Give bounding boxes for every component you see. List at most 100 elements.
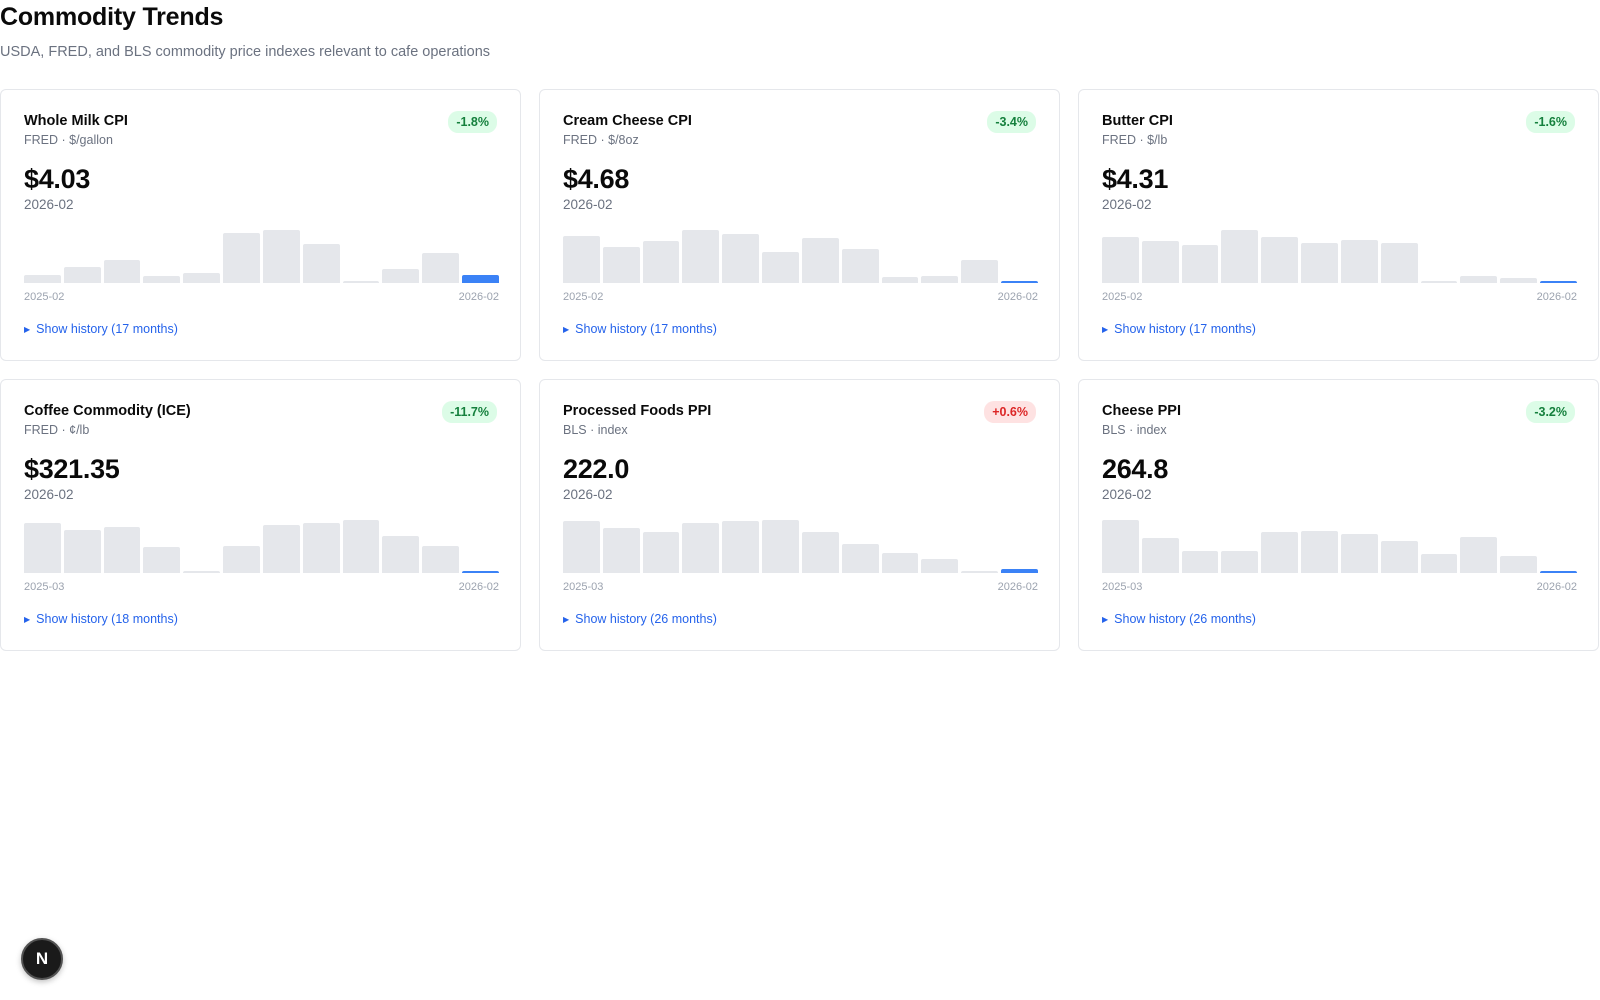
- sparkline-bar: [762, 252, 799, 283]
- sparkline-bar: [302, 244, 340, 283]
- sparkline-bar: [801, 532, 839, 573]
- sparkline-bar: [302, 523, 340, 573]
- axis-end-label: 2026-02: [1536, 581, 1577, 593]
- sparkline-bar: [24, 275, 61, 283]
- sparkline-bar: [1221, 230, 1259, 283]
- sparkline-bar: [921, 559, 959, 573]
- page-title: Commodity Trends: [0, 3, 224, 31]
- show-history-label: Show history (17 months): [1114, 322, 1256, 336]
- sparkline-bar: [801, 238, 839, 283]
- card-period: 2026-02: [24, 487, 74, 502]
- sparkline-chart: [563, 520, 1038, 573]
- card-source: FRED · $/lb: [1102, 133, 1168, 147]
- sparkline-bar: [422, 253, 460, 283]
- sparkline-bar: [223, 233, 260, 283]
- sparkline-bar: [642, 532, 680, 573]
- sparkline-axis: 2025-03 2026-02: [1102, 581, 1577, 593]
- card-header: Coffee Commodity (ICE) FRED · ¢/lb -11.7…: [24, 401, 497, 438]
- sparkline-bar: [841, 249, 879, 283]
- sparkline-bar: [103, 527, 141, 573]
- sparkline-bar: [342, 520, 380, 573]
- sparkline-bar: [642, 241, 680, 283]
- sparkline-axis: 2025-03 2026-02: [563, 581, 1038, 593]
- sparkline-chart: [24, 520, 499, 573]
- sparkline-bar: [1102, 237, 1139, 283]
- card-source: FRED · $/8oz: [563, 133, 639, 147]
- sparkline-axis: 2025-03 2026-02: [24, 581, 499, 593]
- card-value: $321.35: [24, 454, 120, 484]
- sparkline-chart: [1102, 520, 1577, 573]
- show-history-toggle[interactable]: ▶ Show history (17 months): [563, 322, 717, 336]
- triangle-right-icon: ▶: [563, 324, 570, 334]
- show-history-label: Show history (18 months): [36, 612, 178, 626]
- sparkline-bar: [63, 530, 101, 573]
- show-history-label: Show history (26 months): [575, 612, 717, 626]
- sparkline-bar: [422, 546, 460, 573]
- card-header: Butter CPI FRED · $/lb -1.6%: [1102, 111, 1575, 148]
- card-header: Processed Foods PPI BLS · index +0.6%: [563, 401, 1036, 438]
- sparkline-bar: [1340, 534, 1378, 573]
- show-history-toggle[interactable]: ▶ Show history (17 months): [1102, 322, 1256, 336]
- change-badge: -3.4%: [987, 111, 1036, 133]
- card-title: Cheese PPI: [1102, 403, 1181, 419]
- card-period: 2026-02: [1102, 197, 1152, 212]
- sparkline-bar: [223, 546, 260, 573]
- sparkline-bar: [1420, 554, 1458, 573]
- sparkline-chart: [24, 230, 499, 283]
- sparkline-bar: [563, 236, 600, 283]
- sparkline-axis: 2025-02 2026-02: [1102, 291, 1577, 303]
- sparkline-chart: [1102, 230, 1577, 283]
- card-title: Coffee Commodity (ICE): [24, 403, 191, 419]
- card-source: FRED · $/gallon: [24, 133, 113, 147]
- show-history-toggle[interactable]: ▶ Show history (26 months): [563, 612, 717, 626]
- change-badge: -11.7%: [442, 401, 497, 423]
- axis-end-label: 2026-02: [997, 581, 1038, 593]
- triangle-right-icon: ▶: [1102, 614, 1109, 624]
- commodity-card: Butter CPI FRED · $/lb -1.6% $4.31 2026-…: [1078, 89, 1599, 361]
- card-value: $4.31: [1102, 164, 1169, 194]
- show-history-label: Show history (26 months): [1114, 612, 1256, 626]
- sparkline-bar: [183, 273, 221, 283]
- card-title: Cream Cheese CPI: [563, 113, 692, 129]
- show-history-toggle[interactable]: ▶ Show history (18 months): [24, 612, 178, 626]
- commodity-card: Cream Cheese CPI FRED · $/8oz -3.4% $4.6…: [539, 89, 1060, 361]
- sparkline-chart: [563, 230, 1038, 283]
- card-period: 2026-02: [563, 487, 613, 502]
- card-title: Whole Milk CPI: [24, 113, 128, 129]
- sparkline-bar-current: [1001, 569, 1038, 573]
- axis-start-label: 2025-03: [563, 581, 604, 593]
- sparkline-bar: [841, 544, 879, 573]
- sparkline-bar: [1261, 237, 1299, 283]
- sparkline-bar: [961, 260, 999, 283]
- sparkline-bar: [1102, 520, 1139, 573]
- card-source: BLS · index: [563, 423, 628, 437]
- commodity-card: Cheese PPI BLS · index -3.2% 264.8 2026-…: [1078, 379, 1599, 651]
- sparkline-bar: [1420, 281, 1458, 283]
- sparkline-bar-current: [462, 571, 499, 573]
- axis-end-label: 2026-02: [458, 581, 499, 593]
- card-header: Whole Milk CPI FRED · $/gallon -1.8%: [24, 111, 497, 148]
- sparkline-bar: [1221, 551, 1259, 573]
- sparkline-bar: [1181, 245, 1219, 283]
- show-history-label: Show history (17 months): [36, 322, 178, 336]
- card-header: Cream Cheese CPI FRED · $/8oz -3.4%: [563, 111, 1036, 148]
- axis-start-label: 2025-02: [24, 291, 65, 303]
- sparkline-bar: [262, 230, 300, 283]
- next-dev-tools-button[interactable]: N: [21, 938, 63, 980]
- show-history-toggle[interactable]: ▶ Show history (17 months): [24, 322, 178, 336]
- sparkline-bar: [1141, 538, 1179, 573]
- sparkline-bar: [602, 247, 640, 283]
- axis-end-label: 2026-02: [1536, 291, 1577, 303]
- triangle-right-icon: ▶: [24, 614, 31, 624]
- sparkline-bar: [1380, 243, 1418, 283]
- card-title: Processed Foods PPI: [563, 403, 712, 419]
- sparkline-bar: [143, 276, 181, 283]
- sparkline-bar: [1460, 276, 1498, 283]
- sparkline-bar: [1301, 531, 1338, 573]
- page-subtitle: USDA, FRED, and BLS commodity price inde…: [0, 44, 491, 60]
- show-history-toggle[interactable]: ▶ Show history (26 months): [1102, 612, 1256, 626]
- sparkline-bar: [262, 525, 300, 573]
- card-period: 2026-02: [563, 197, 613, 212]
- change-badge: +0.6%: [984, 401, 1036, 423]
